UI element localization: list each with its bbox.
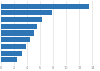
Bar xyxy=(1,37,30,42)
Bar xyxy=(1,31,34,36)
Bar xyxy=(1,51,22,56)
Bar xyxy=(1,4,89,9)
Bar xyxy=(1,57,17,62)
Bar xyxy=(1,24,37,29)
Bar xyxy=(1,44,26,49)
Bar xyxy=(1,17,42,22)
Bar xyxy=(1,10,52,15)
